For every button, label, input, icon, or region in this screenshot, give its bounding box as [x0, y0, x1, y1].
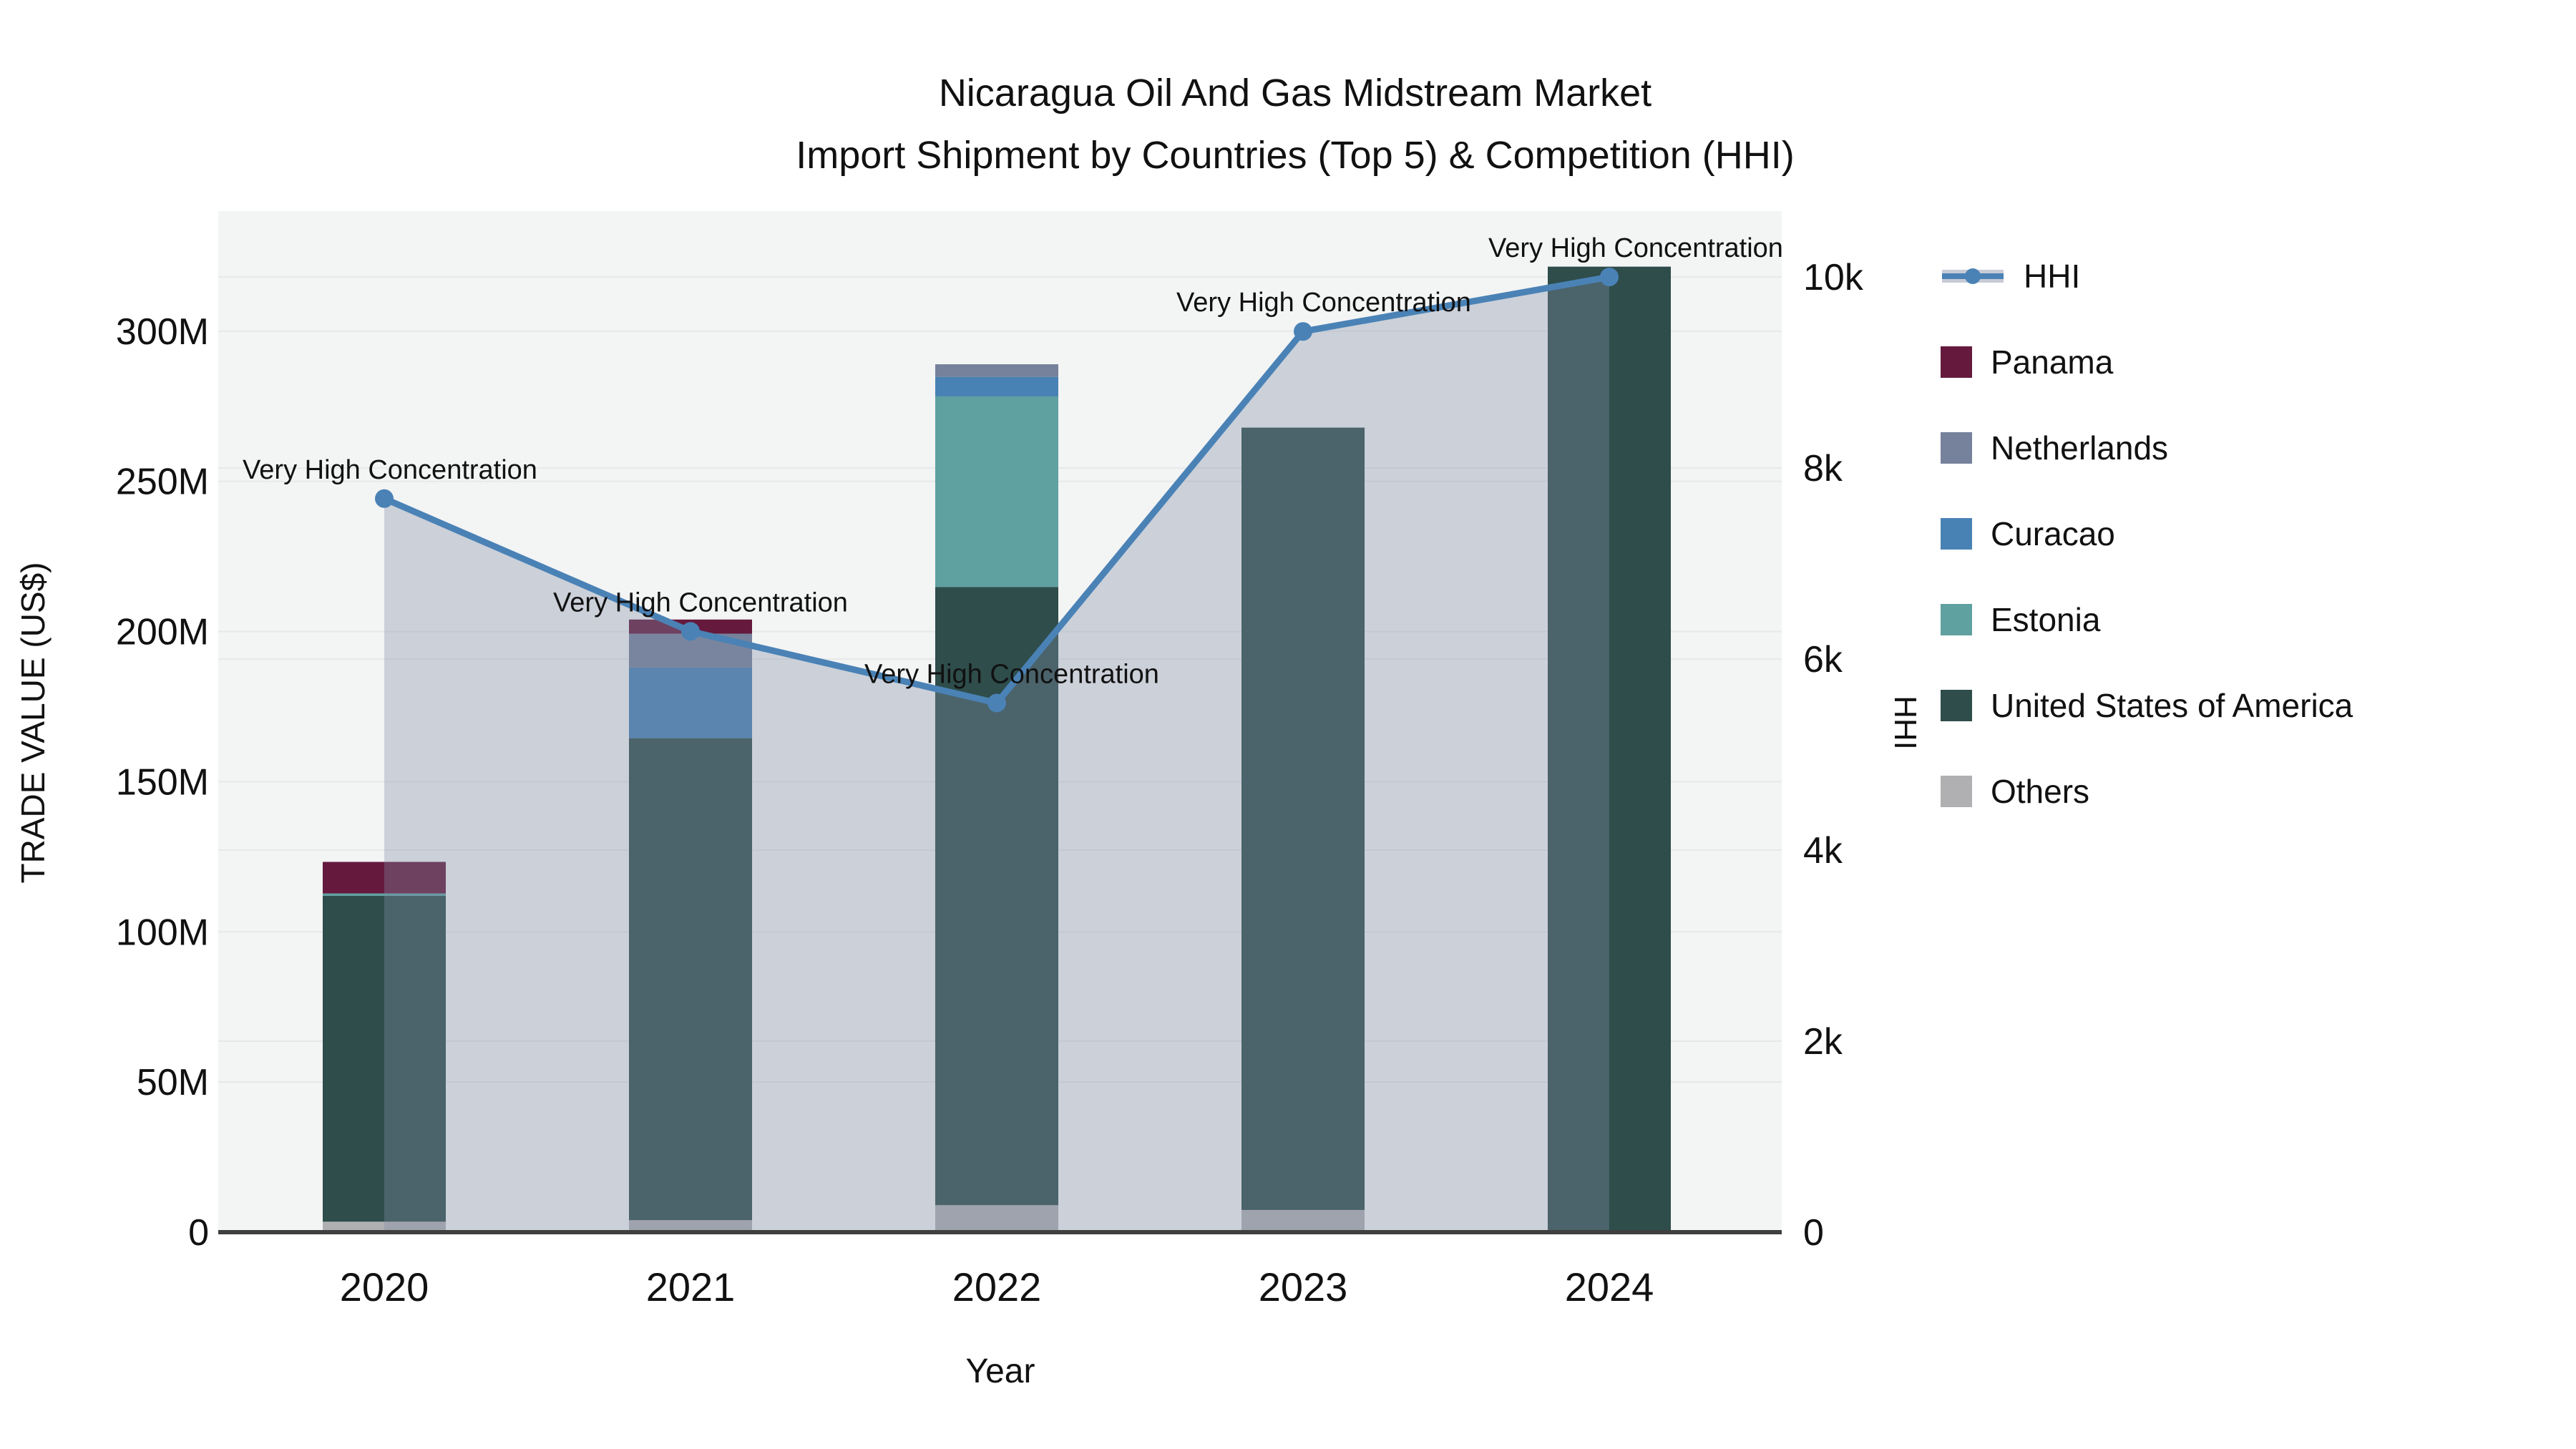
bar-segment-others-2020[interactable] [323, 1221, 446, 1232]
bar-segment-united-states-of-america-2021[interactable] [629, 738, 752, 1221]
legend-item-estonia[interactable]: Estonia [1941, 577, 2353, 663]
legend-label: Others [1991, 773, 2090, 810]
legend-label: United States of America [1991, 687, 2353, 724]
y1-tick-50M: 50M [137, 1062, 209, 1103]
chart-title-line2: Import Shipment by Countries (Top 5) & C… [796, 134, 1795, 177]
bar-segment-united-states-of-america-2020[interactable] [323, 895, 446, 1222]
bar-segment-others-2022[interactable] [935, 1205, 1058, 1232]
y1-tick-250M: 250M [116, 462, 209, 503]
chart-title-line1: Nicaragua Oil And Gas Midstream Market [939, 72, 1652, 114]
legend-item-netherlands[interactable]: Netherlands [1941, 405, 2353, 491]
annotation-2022: Very High Concentration [864, 659, 1159, 689]
legend-label: Curacao [1991, 515, 2115, 552]
x-tick-2024: 2024 [1565, 1264, 1654, 1309]
legend-label: HHI [2024, 258, 2081, 295]
hhi-marker-2021[interactable] [681, 622, 700, 641]
bar-segment-curacao-2022[interactable] [935, 376, 1058, 396]
annotation-2023: Very High Concentration [1176, 288, 1471, 318]
hhi-marker-2024[interactable] [1600, 268, 1619, 287]
bar-segment-united-states-of-america-2022[interactable] [935, 587, 1058, 1206]
y1-tick-0: 0 [188, 1212, 209, 1254]
bar-stacks [323, 266, 1671, 1232]
annotation-2024: Very High Concentration [1488, 233, 1783, 263]
legend: HHI Panama Netherlands Curacao Estonia United… [1941, 233, 2353, 834]
x-tick-2020: 2020 [340, 1264, 429, 1309]
hhi-line [375, 268, 1619, 713]
bar-segment-estonia-2022[interactable] [935, 396, 1058, 587]
hhi-marker-2020[interactable] [375, 489, 394, 508]
y2-axis-title: HHI [1888, 696, 1923, 750]
hhi-area-polygon [384, 277, 1609, 1233]
x-tick-2022: 2022 [952, 1264, 1042, 1309]
legend-swatch-united-states-of-america [1941, 690, 1972, 721]
x-tick-labels: 2020 2021 2022 2023 2024 [340, 1264, 1654, 1309]
y1-tick-labels: 0 50M 100M 150M 200M 250M 300M [116, 311, 209, 1254]
x-tick-2023: 2023 [1259, 1264, 1348, 1309]
y2-tick-10k: 10k [1803, 257, 1864, 298]
y2-tick-labels: 0 2k 4k 6k 8k 10k [1803, 257, 1864, 1254]
legend-item-hhi[interactable]: HHI [1941, 233, 2353, 319]
annotation-2020: Very High Concentration [243, 455, 537, 485]
bar-segment-others-2023[interactable] [1241, 1209, 1365, 1232]
bar-segment-panama-2020[interactable] [323, 862, 446, 894]
bar-segment-estonia-2020[interactable] [323, 893, 446, 896]
legend-swatch-panama [1941, 346, 1972, 378]
hhi-area-fill [384, 277, 1609, 1233]
legend-swatch-curacao [1941, 518, 1972, 550]
annotation-2021: Very High Concentration [553, 587, 848, 618]
bar-segment-united-states-of-america-2024[interactable] [1548, 266, 1671, 1232]
y2-tick-6k: 6k [1803, 639, 1843, 680]
y1-tick-150M: 150M [116, 761, 209, 803]
legend-swatch-others [1941, 776, 1972, 807]
legend-label: Estonia [1991, 601, 2101, 638]
y1-tick-300M: 300M [116, 311, 209, 353]
legend-item-panama[interactable]: Panama [1941, 319, 2353, 405]
y1-tick-200M: 200M [116, 612, 209, 653]
x-axis-title: Year [966, 1352, 1035, 1390]
hhi-marker-2022[interactable] [987, 693, 1006, 713]
bar-segment-netherlands-2022[interactable] [935, 364, 1058, 377]
legend-label: Netherlands [1991, 429, 2169, 467]
legend-swatch-estonia [1941, 604, 1972, 635]
y2-tick-0: 0 [1803, 1212, 1824, 1254]
y2-tick-2k: 2k [1803, 1021, 1843, 1063]
legend-item-united-states-of-america[interactable]: United States of America [1941, 663, 2353, 748]
y1-axis-title: TRADE VALUE (US$) [14, 562, 52, 883]
hhi-line-legend-icon [1942, 268, 2004, 284]
hhi-marker-2023[interactable] [1294, 322, 1312, 341]
legend-label: Panama [1991, 343, 2114, 381]
y2-tick-8k: 8k [1803, 448, 1843, 489]
y2-tick-4k: 4k [1803, 830, 1843, 872]
bar-segment-curacao-2021[interactable] [629, 667, 752, 738]
legend-item-curacao[interactable]: Curacao [1941, 491, 2353, 577]
bar-segment-united-states-of-america-2023[interactable] [1241, 427, 1365, 1210]
y1-tick-100M: 100M [116, 912, 209, 953]
legend-item-others[interactable]: Others [1941, 748, 2353, 834]
legend-swatch-netherlands [1941, 432, 1972, 464]
x-tick-2021: 2021 [646, 1264, 736, 1309]
annotations: Very High Concentration Very High Concent… [243, 233, 1783, 689]
bar-segment-others-2021[interactable] [629, 1220, 752, 1232]
